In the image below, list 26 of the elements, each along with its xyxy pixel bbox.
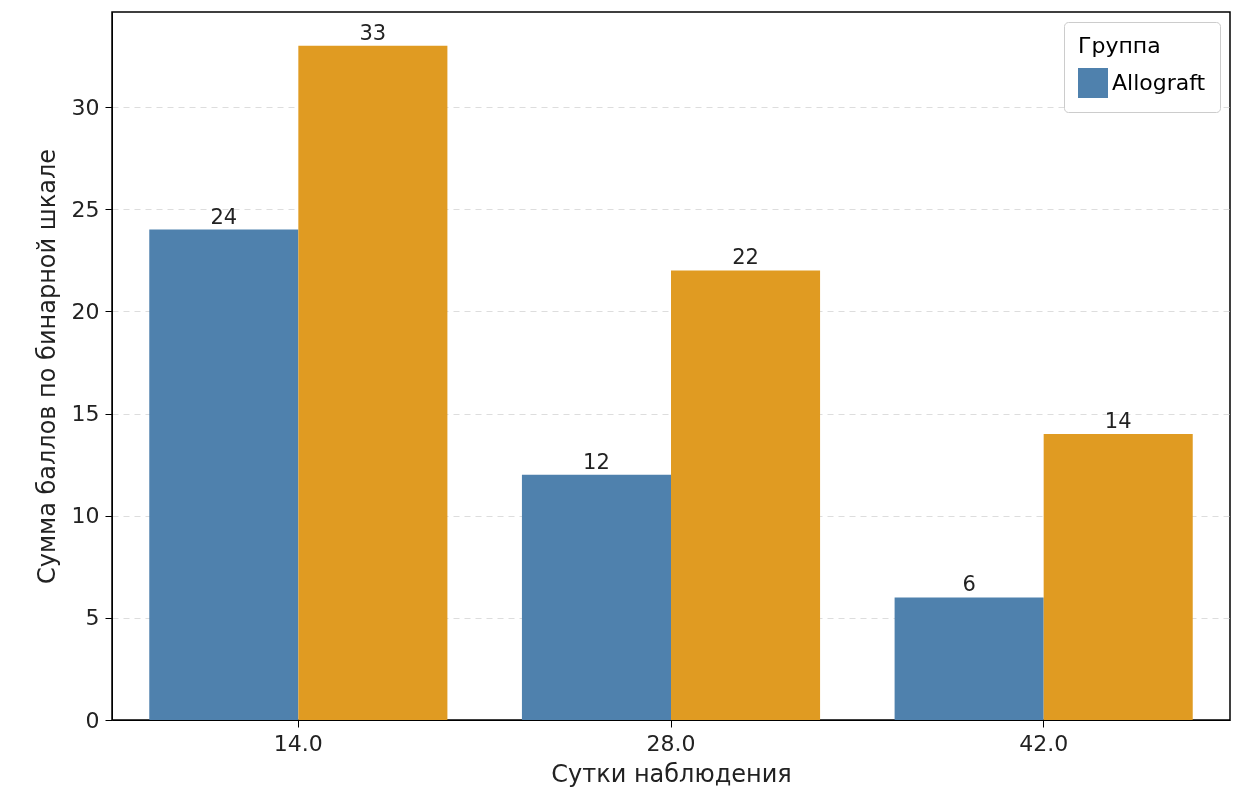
bar xyxy=(521,474,671,720)
bar xyxy=(298,45,448,720)
y-tick-label: 0 xyxy=(85,707,100,733)
legend-title: Группа xyxy=(1078,33,1161,58)
x-tick-label: 28.0 xyxy=(646,730,696,756)
x-axis-title: Сутки наблюдения xyxy=(551,759,792,788)
y-tick-label: 5 xyxy=(85,605,100,631)
data-label: 12 xyxy=(583,449,610,474)
y-tick-label: 15 xyxy=(71,401,100,427)
data-label: 33 xyxy=(359,20,387,45)
legend-label: Allograft xyxy=(1112,70,1206,95)
y-tick-label: 25 xyxy=(71,196,100,222)
y-tick-label: 30 xyxy=(71,94,100,120)
y-tick-label: 20 xyxy=(71,298,100,324)
bar xyxy=(671,270,821,720)
y-axis-title: Сумма баллов по бинарной шкале xyxy=(32,148,61,585)
y-tick-label: 10 xyxy=(71,503,100,529)
bar xyxy=(1043,433,1193,720)
bar xyxy=(149,229,299,720)
bar xyxy=(894,597,1044,720)
data-label: 14 xyxy=(1104,408,1132,433)
data-label: 22 xyxy=(732,245,759,270)
x-tick-label: 42.0 xyxy=(1019,730,1069,756)
data-label: 6 xyxy=(962,572,976,597)
x-tick-label: 14.0 xyxy=(273,730,323,756)
data-label: 24 xyxy=(210,204,238,229)
